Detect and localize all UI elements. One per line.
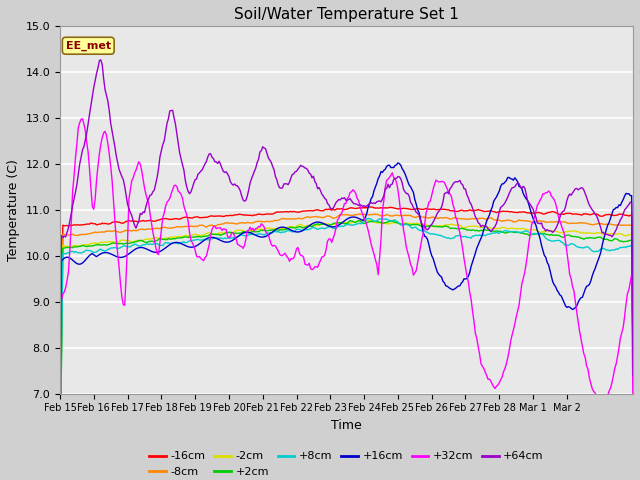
+32cm <box>79 116 86 122</box>
-8cm <box>228 220 236 226</box>
+64cm <box>56 393 64 398</box>
+64cm <box>477 224 485 230</box>
+32cm <box>629 414 637 420</box>
+8cm <box>248 231 255 237</box>
+16cm <box>56 410 64 416</box>
-2cm <box>477 224 485 230</box>
+64cm <box>97 57 105 63</box>
Line: +32cm: +32cm <box>60 119 633 442</box>
Text: EE_met: EE_met <box>66 41 111 51</box>
+16cm <box>477 235 485 241</box>
-8cm <box>370 211 378 217</box>
-8cm <box>376 213 383 218</box>
X-axis label: Time: Time <box>331 419 362 432</box>
-16cm <box>629 338 637 344</box>
-2cm <box>460 225 468 231</box>
Line: +2cm: +2cm <box>60 221 633 480</box>
+2cm <box>228 229 236 235</box>
-8cm <box>477 216 485 221</box>
+8cm <box>573 244 580 250</box>
-8cm <box>573 220 580 226</box>
+8cm <box>460 234 468 240</box>
+32cm <box>477 361 485 367</box>
+2cm <box>477 228 485 233</box>
-2cm <box>248 227 255 233</box>
Line: +8cm: +8cm <box>60 218 633 480</box>
-16cm <box>460 208 468 214</box>
Line: +64cm: +64cm <box>60 60 633 396</box>
+2cm <box>573 234 580 240</box>
+2cm <box>376 219 383 225</box>
-2cm <box>359 217 367 223</box>
Title: Soil/Water Temperature Set 1: Soil/Water Temperature Set 1 <box>234 7 459 22</box>
+64cm <box>460 186 468 192</box>
Y-axis label: Temperature (C): Temperature (C) <box>7 159 20 261</box>
+8cm <box>365 216 372 221</box>
+2cm <box>346 218 354 224</box>
-8cm <box>460 216 468 222</box>
+2cm <box>460 226 468 232</box>
+2cm <box>56 479 64 480</box>
+16cm <box>228 238 236 244</box>
+8cm <box>477 233 485 239</box>
+32cm <box>376 255 383 261</box>
+8cm <box>228 235 236 241</box>
-16cm <box>366 204 374 210</box>
Line: +16cm: +16cm <box>60 163 633 413</box>
-16cm <box>248 213 255 218</box>
+16cm <box>573 303 580 309</box>
+64cm <box>249 172 257 178</box>
-16cm <box>573 211 580 217</box>
-2cm <box>56 478 64 480</box>
+2cm <box>629 356 637 362</box>
-8cm <box>629 345 637 351</box>
+16cm <box>629 366 637 372</box>
-2cm <box>629 352 637 358</box>
-2cm <box>376 220 383 226</box>
Line: -2cm: -2cm <box>60 220 633 480</box>
+32cm <box>249 226 257 231</box>
-16cm <box>56 468 64 473</box>
+32cm <box>573 309 580 315</box>
-2cm <box>573 229 580 235</box>
Line: -16cm: -16cm <box>60 207 633 470</box>
+16cm <box>374 176 382 181</box>
Legend: -16cm, -8cm, -2cm, +2cm, +8cm, +16cm, +32cm, +64cm: -16cm, -8cm, -2cm, +2cm, +8cm, +16cm, +3… <box>145 447 548 480</box>
-8cm <box>56 472 64 478</box>
+64cm <box>229 182 237 188</box>
+64cm <box>629 372 637 378</box>
-8cm <box>248 220 255 226</box>
+8cm <box>629 361 637 367</box>
-16cm <box>228 213 236 218</box>
+64cm <box>376 198 383 204</box>
+16cm <box>394 160 402 166</box>
+8cm <box>376 216 383 222</box>
-16cm <box>477 208 485 214</box>
+2cm <box>248 229 255 235</box>
+32cm <box>229 230 237 236</box>
+32cm <box>56 439 64 444</box>
+64cm <box>573 186 580 192</box>
-16cm <box>376 205 383 211</box>
+16cm <box>460 276 468 282</box>
Line: -8cm: -8cm <box>60 214 633 475</box>
+32cm <box>460 256 468 262</box>
-2cm <box>228 230 236 236</box>
+16cm <box>248 230 255 236</box>
